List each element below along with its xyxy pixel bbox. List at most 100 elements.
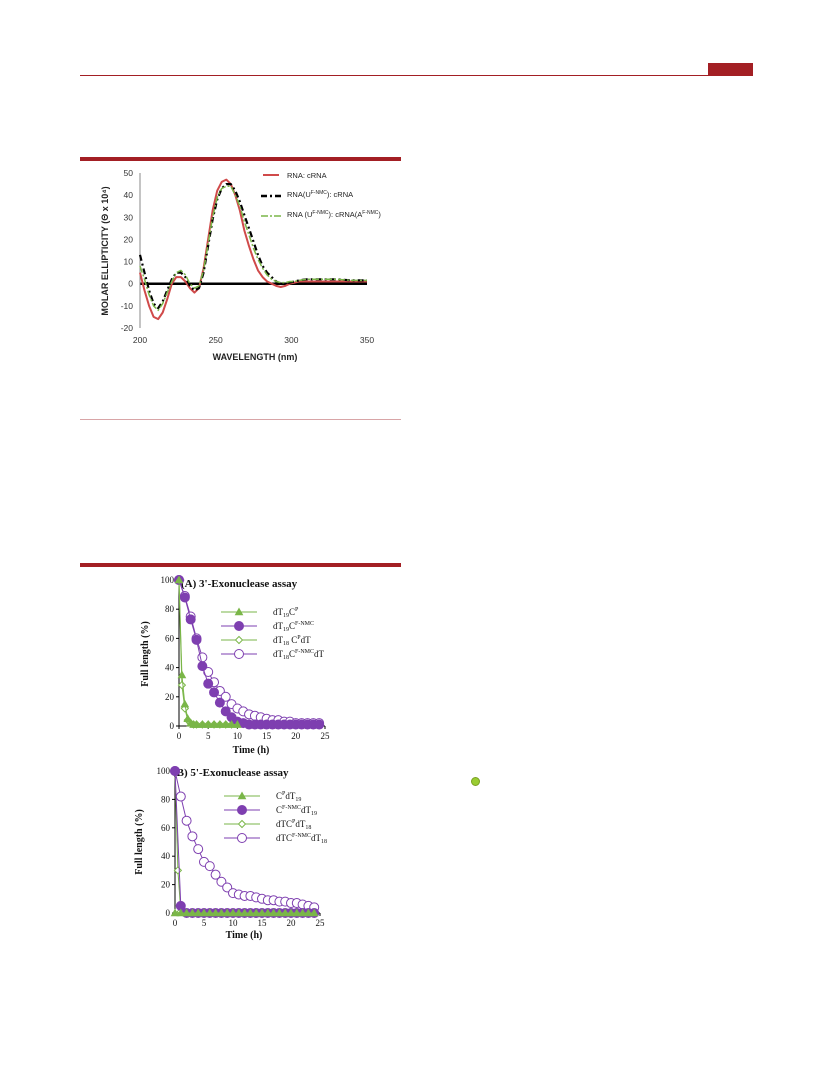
- data-point: [175, 791, 186, 802]
- decorative-dot: [471, 777, 480, 786]
- data-point: [199, 908, 209, 917]
- data-point: [214, 697, 225, 708]
- cd-x-tick-label: 250: [209, 335, 223, 345]
- x-tick-label: 10: [233, 731, 243, 741]
- data-point: [209, 687, 220, 698]
- cd-legend-1: RNA: cRNA: [287, 171, 327, 180]
- data-point: [314, 719, 325, 730]
- data-point: [192, 720, 201, 728]
- data-point: [193, 844, 204, 855]
- exonuclease-5prime-chart: (B) 5'-Exonuclease assay 0 20 40 60 80 100 0 5…: [134, 766, 327, 941]
- y-tick-label: 60: [161, 823, 171, 833]
- exonuclease-3prime-chart: (A) 3'-Exonuclease assay 0 20 40 60 80 100 0 5…: [140, 575, 331, 756]
- header-rule: [80, 75, 753, 76]
- chart-a-title: (A) 3'-Exonuclease assay: [181, 578, 298, 590]
- data-point: [234, 908, 244, 917]
- legend-entry-3: dT18​ CP​dT: [273, 635, 311, 647]
- y-tick-label: 20: [161, 880, 171, 890]
- x-tick-label: 15: [262, 731, 272, 741]
- legend-marker: [237, 805, 247, 815]
- chart-b-legend: CP​dT19 CF-NMC​dT19 dTCP​dT18 dTCF-NMC​dT18: [224, 791, 327, 845]
- data-point: [203, 678, 214, 689]
- data-point: [227, 720, 236, 728]
- data-point: [292, 908, 302, 917]
- data-point: [275, 908, 284, 917]
- cd-legend-3: RNA (UF-NMC): cRNA(AF-NMC): [287, 210, 381, 219]
- data-point: [182, 908, 191, 917]
- x-tick-label: 0: [177, 731, 182, 741]
- data-point: [263, 908, 273, 917]
- y-tick-label: 80: [161, 794, 171, 804]
- data-point: [177, 680, 187, 690]
- chart-b-title: (B) 5'-Exonuclease assay: [173, 767, 289, 779]
- chart-a-x-axis-label: Time (h): [233, 745, 270, 756]
- figure2-top-rule: [80, 563, 401, 567]
- legend-marker: [234, 649, 244, 659]
- data-point: [204, 861, 215, 872]
- x-tick-label: 15: [258, 918, 268, 928]
- data-point: [170, 766, 180, 776]
- data-point: [179, 592, 190, 603]
- y-tick-label: 0: [166, 908, 171, 918]
- legend-marker: [234, 607, 244, 616]
- data-point: [198, 720, 207, 728]
- legend-entry-2: dT19​CF-NMC​: [273, 621, 314, 633]
- legend-marker: [237, 833, 247, 843]
- y-tick-label: 100: [161, 575, 175, 585]
- data-point: [240, 908, 249, 917]
- data-point: [203, 720, 213, 728]
- y-tick-label: 40: [165, 663, 175, 673]
- cd-spectra-chart: -20 -10 0 10 20 30 40 50 200 250 300 350 MOLAR ELL…: [100, 168, 381, 362]
- cd-series-line-3: [139, 185, 367, 312]
- data-point: [269, 908, 278, 917]
- data-point: [298, 908, 307, 917]
- cd-y-axis-label: MOLAR ELLIPTICITY (Θ x 10⁴): [100, 186, 110, 315]
- cd-legend: RNA: cRNA RNA(UF-NMC): cRNA RNA (UF-NMC)…: [261, 171, 381, 219]
- chart-b-x-axis-label: Time (h): [226, 930, 263, 941]
- x-tick-label: 5: [206, 731, 211, 741]
- cd-y-tick-label: -10: [121, 301, 134, 311]
- data-point: [193, 908, 203, 917]
- data-point: [197, 661, 208, 672]
- legend-entry-4: dTCF-NMC​dT18: [276, 833, 327, 845]
- cd-y-tick-label: 0: [128, 279, 133, 289]
- figure1-bottom-rule: [80, 419, 401, 420]
- y-tick-label: 100: [157, 766, 171, 776]
- cd-y-tick-label: 50: [124, 168, 134, 178]
- data-point: [221, 720, 231, 728]
- cd-x-tick-label: 200: [133, 335, 147, 345]
- chart-b-y-axis-label: Full length (%): [134, 809, 145, 875]
- data-point: [257, 908, 267, 917]
- data-point: [205, 908, 215, 917]
- data-point: [280, 908, 290, 917]
- x-tick-label: 25: [321, 731, 331, 741]
- y-tick-label: 0: [170, 721, 175, 731]
- data-point: [233, 720, 242, 728]
- data-point: [197, 652, 208, 663]
- data-point: [309, 908, 319, 917]
- data-point: [222, 908, 232, 917]
- x-tick-label: 20: [291, 731, 301, 741]
- data-point: [180, 699, 190, 708]
- chart-a-y-axis-label: Full length (%): [140, 621, 151, 687]
- data-point: [181, 815, 192, 826]
- x-tick-label: 20: [287, 918, 297, 928]
- y-tick-label: 40: [161, 851, 171, 861]
- cd-y-tick-label: 30: [124, 212, 134, 222]
- data-point: [187, 831, 198, 842]
- legend-entry-1: dT19​CP​: [273, 607, 299, 619]
- data-point: [286, 908, 296, 917]
- legend-marker: [237, 791, 247, 800]
- x-tick-label: 0: [173, 918, 178, 928]
- cd-x-tick-label: 300: [284, 335, 298, 345]
- legend-marker: [234, 621, 244, 631]
- y-tick-label: 60: [165, 633, 175, 643]
- cd-y-tick-label: 40: [124, 190, 134, 200]
- data-point: [211, 908, 220, 917]
- cd-x-axis-label: WAVELENGTH (nm): [213, 352, 298, 362]
- data-point: [174, 575, 184, 584]
- data-point: [170, 908, 180, 917]
- data-point: [217, 908, 226, 917]
- data-point: [215, 720, 225, 728]
- legend-marker: [234, 635, 244, 645]
